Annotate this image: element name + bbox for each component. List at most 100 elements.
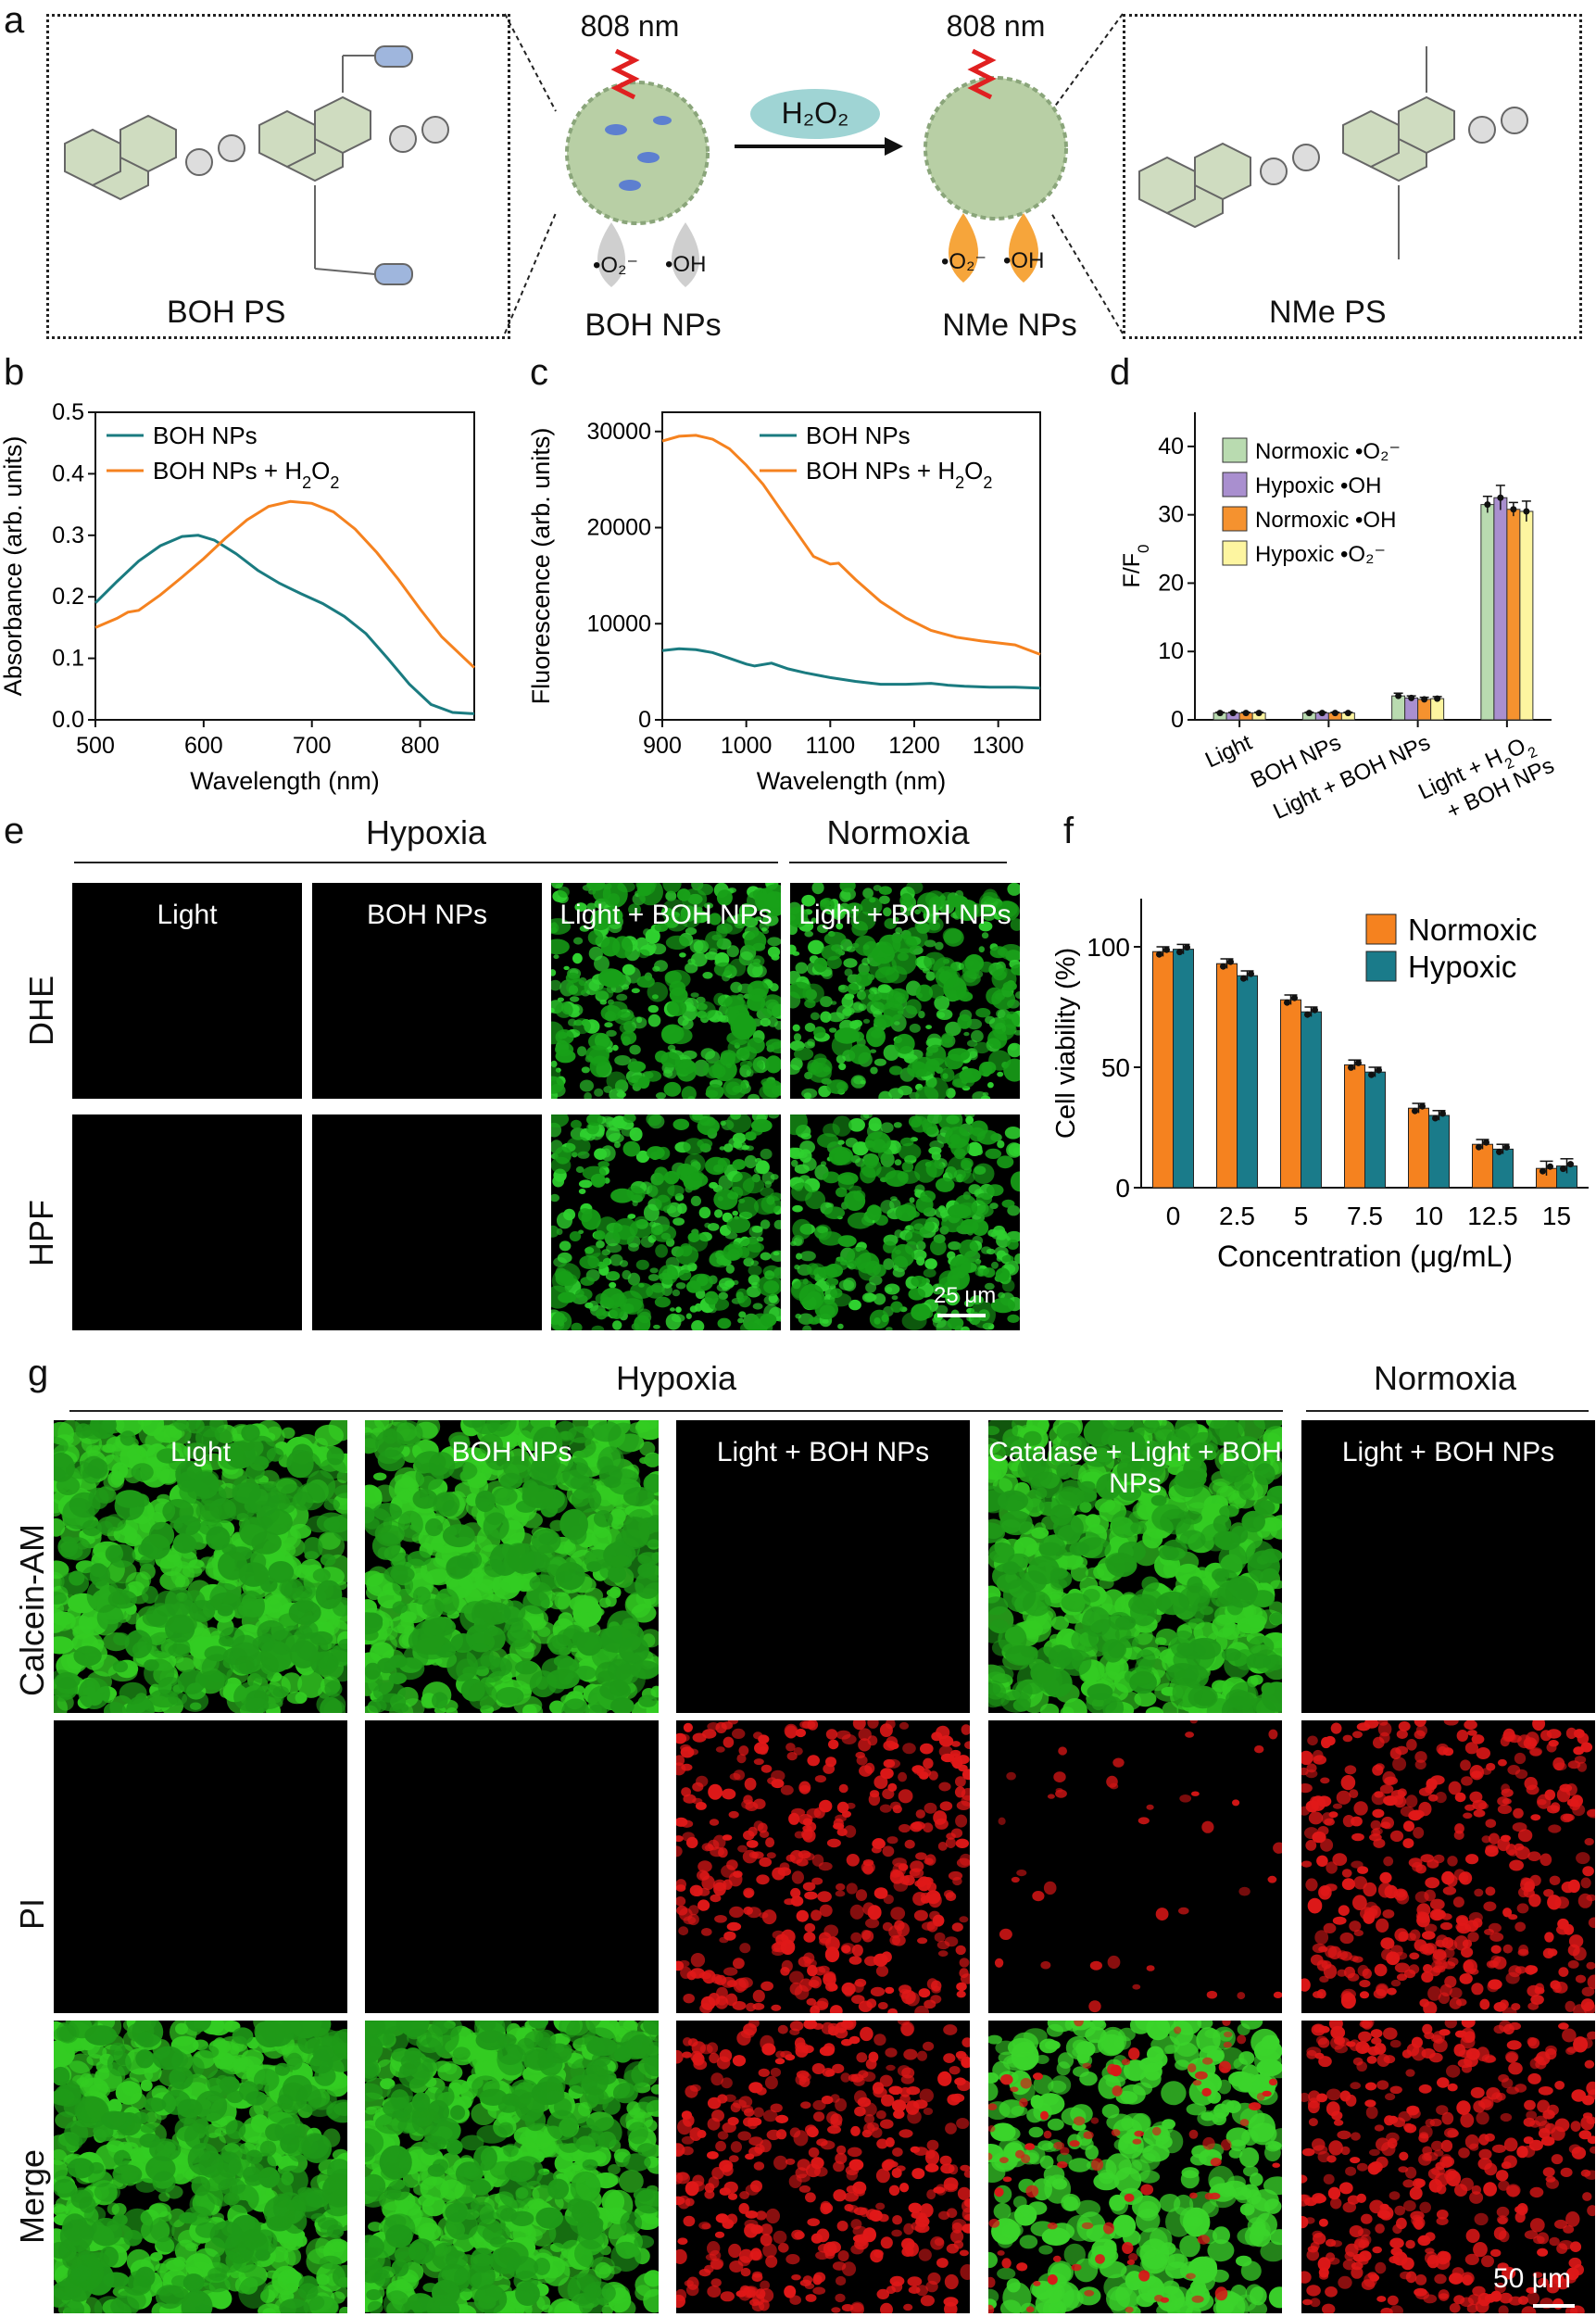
dot-a-5-1 bbox=[1496, 1148, 1502, 1155]
dot-a-3-1 bbox=[1368, 1071, 1375, 1078]
legend-swatch-0 bbox=[1365, 913, 1397, 945]
legend-swatch-0 bbox=[1222, 437, 1248, 463]
g-image-r0-c2-label: Light + BOH NPs bbox=[716, 1437, 930, 1467]
g-image-r1-c2-texture bbox=[676, 1720, 970, 2013]
g-row-pi: PI bbox=[13, 1898, 51, 1931]
x-tick-label-1: 2.5 bbox=[1219, 1202, 1255, 1230]
g-image-r0-c3-texture bbox=[988, 1420, 1282, 1713]
x-tick-label-4: 10 bbox=[1414, 1202, 1443, 1230]
legend-label-0: Normoxic •O₂⁻ bbox=[1255, 439, 1401, 464]
dot-1-1 bbox=[1318, 710, 1326, 717]
legend-label-2: Normoxic •OH bbox=[1255, 508, 1396, 533]
g-image-r2-c0-texture bbox=[54, 2021, 347, 2313]
dot-1-0 bbox=[1305, 710, 1313, 717]
bar-3-1 bbox=[1493, 497, 1508, 721]
x-tick-label: 1300 bbox=[973, 733, 1024, 759]
g-image-r2-c4-texture bbox=[1301, 2021, 1595, 2313]
e-group-hypoxia: Hypoxia bbox=[365, 813, 487, 851]
dot-b-2-1 bbox=[1312, 1006, 1318, 1014]
chart-c-fluorescence: 900 1000 1100 1200 1300 0 10000 20000 30000 Wavel… bbox=[528, 411, 1041, 795]
series-line-0 bbox=[661, 647, 1041, 690]
g-image-r1-c3-texture bbox=[994, 1720, 1282, 2013]
g-image-r2-c2-texture bbox=[676, 2021, 970, 2313]
bar-2-0 bbox=[1280, 999, 1301, 1189]
boh-ps-structure-icon bbox=[64, 45, 449, 285]
x-tick-label: 900 bbox=[643, 733, 682, 759]
x-axis-label: Wavelength (nm) bbox=[190, 767, 380, 795]
x-axis-label: Wavelength (nm) bbox=[757, 767, 947, 795]
bar-3-1 bbox=[1364, 1071, 1386, 1189]
g-image-r1-c4 bbox=[1301, 1720, 1595, 2013]
e-image-r0-c3-texture bbox=[790, 883, 1020, 1099]
e-image-r0-c3-label: Light + BOH NPs bbox=[798, 900, 1012, 930]
panel-label-c: c bbox=[530, 352, 548, 393]
g-image-r2-c4 bbox=[1301, 2021, 1595, 2313]
g-image-r2-c2 bbox=[676, 2021, 970, 2313]
legend-label-3: Hypoxic •O₂⁻ bbox=[1255, 542, 1386, 567]
series-line-1 bbox=[94, 499, 476, 669]
dot-0-1 bbox=[1229, 710, 1237, 717]
dot-b-0-0 bbox=[1163, 946, 1170, 953]
x-tick-label: 600 bbox=[184, 733, 223, 759]
e-image-r0-c3: Light + BOH NPs bbox=[790, 883, 1020, 1099]
e-image-r0-c1: BOH NPs bbox=[312, 883, 542, 1099]
y-tick-label: 0.4 bbox=[52, 460, 84, 486]
y-tick-label: 0 bbox=[1171, 707, 1184, 733]
dot-a-2-1 bbox=[1304, 1011, 1311, 1018]
dot-a-0-1 bbox=[1176, 949, 1183, 956]
g-image-r1-c0 bbox=[54, 1720, 347, 2013]
e-row-dhe: DHE bbox=[22, 976, 60, 1047]
legend-label-1: Hypoxic bbox=[1408, 950, 1516, 984]
bar-2-1 bbox=[1301, 1011, 1322, 1189]
y-tick-label: 40 bbox=[1158, 434, 1184, 460]
e-scale-text: 25 μm bbox=[934, 1283, 997, 1308]
g-group-hypoxia: Hypoxia bbox=[615, 1359, 737, 1397]
y-axis-label: F/F0 bbox=[1119, 545, 1152, 588]
dot-b-6-0 bbox=[1547, 1163, 1553, 1170]
x-tick-label-5: 12.5 bbox=[1467, 1202, 1518, 1230]
nme-ps-label: NMe PS bbox=[1269, 295, 1387, 330]
bar-0-0 bbox=[1152, 951, 1174, 1189]
bar-4-1 bbox=[1428, 1114, 1450, 1189]
g-image-r1-c3 bbox=[988, 1720, 1282, 2013]
x-tick-label: 500 bbox=[76, 733, 115, 759]
e-image-r1-c2 bbox=[551, 1114, 781, 1330]
dot-b-1-1 bbox=[1248, 970, 1254, 977]
bar-0-1 bbox=[1173, 949, 1194, 1189]
panel-label-g: g bbox=[28, 1353, 49, 1393]
y-tick-label: 100 bbox=[1087, 933, 1130, 962]
panel-label-e: e bbox=[4, 811, 25, 851]
e-image-r1-c0 bbox=[72, 1114, 302, 1330]
dot-b-0-1 bbox=[1184, 944, 1190, 951]
dot-2-2 bbox=[1421, 696, 1428, 703]
legend-swatch-1 bbox=[1222, 472, 1248, 497]
dot-0-2 bbox=[1242, 710, 1250, 717]
g-image-r1-c1 bbox=[365, 1720, 659, 2013]
plot-frame bbox=[94, 411, 475, 721]
h2o2-label: H₂O₂ bbox=[781, 96, 849, 130]
g-image-r0-c2: Light + BOH NPs bbox=[676, 1420, 970, 1713]
dot-b-2-0 bbox=[1291, 994, 1298, 1001]
boh-nanoparticle-icon bbox=[565, 81, 710, 225]
g-image-r0-c4: Light + BOH NPs bbox=[1301, 1420, 1595, 1713]
y-tick-label: 0 bbox=[1115, 1174, 1130, 1203]
e-normoxia-line bbox=[789, 862, 1007, 863]
series-line-1 bbox=[661, 434, 1041, 656]
e-row-hpf: HPF bbox=[22, 1200, 60, 1266]
panel-a-scheme bbox=[64, 13, 1528, 334]
dot-a-1-1 bbox=[1240, 975, 1247, 982]
boh-ps-label: BOH PS bbox=[167, 295, 286, 330]
e-image-r0-c0: Light bbox=[72, 883, 302, 1099]
bar-3-2 bbox=[1506, 509, 1521, 721]
bar-5-0 bbox=[1472, 1143, 1493, 1189]
e-hypoxia-line bbox=[74, 862, 778, 863]
dot-a-0-0 bbox=[1156, 951, 1162, 958]
g-image-r0-c1: BOH NPs bbox=[365, 1420, 659, 1713]
nme-ps-structure-icon bbox=[1138, 46, 1528, 259]
dot-b-6-1 bbox=[1567, 1161, 1574, 1168]
x-tick-label-6: 15 bbox=[1542, 1202, 1571, 1230]
boh-nps-label: BOH NPs bbox=[584, 308, 722, 343]
dot-b-5-0 bbox=[1483, 1139, 1489, 1146]
e-image-r0-c0-label: Light bbox=[157, 900, 218, 930]
g-scale-text: 50 μm bbox=[1493, 2263, 1571, 2294]
